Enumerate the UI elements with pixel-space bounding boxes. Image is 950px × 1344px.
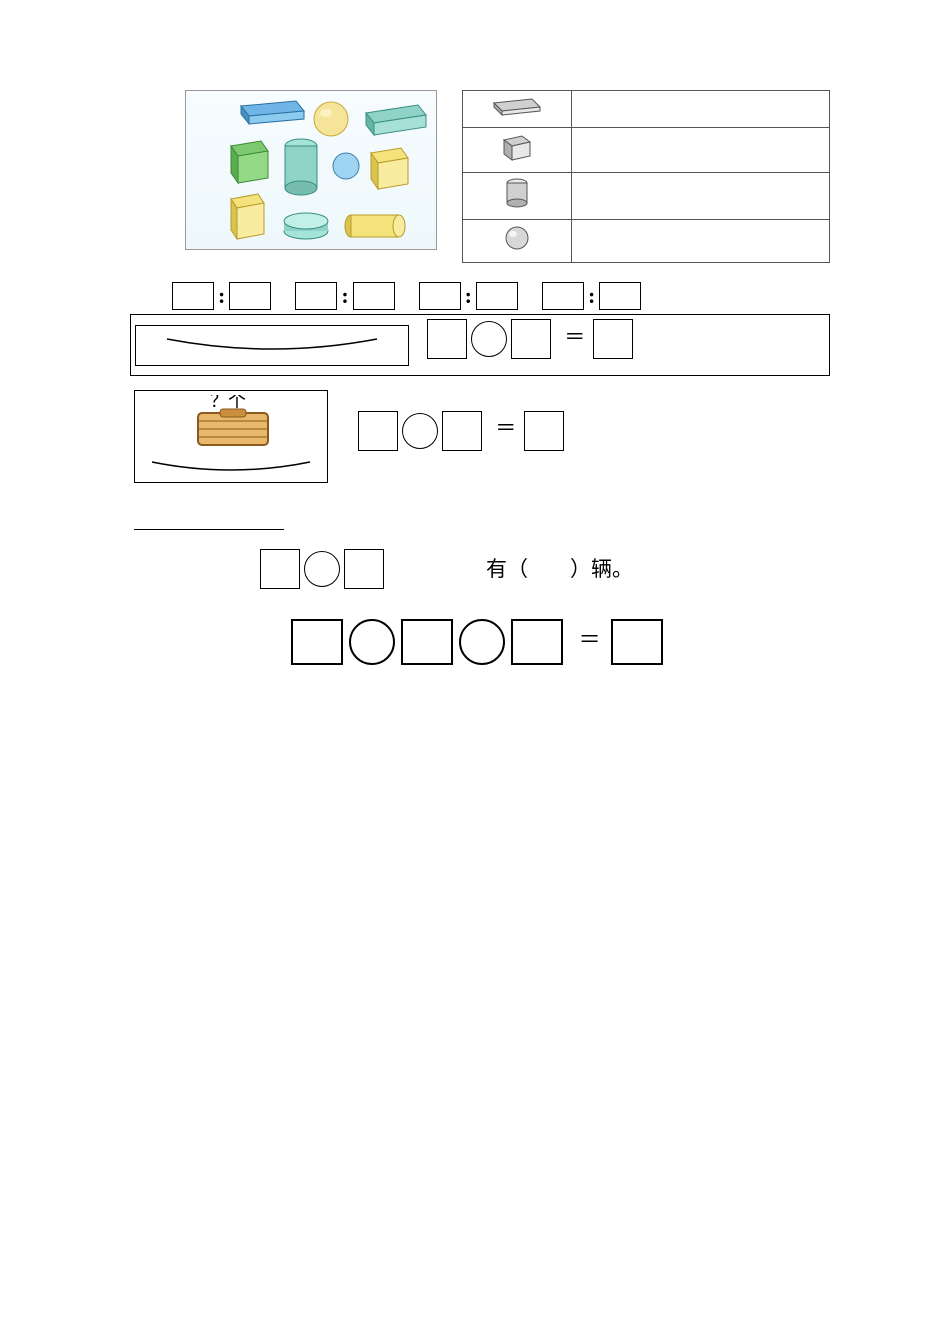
table-row [463, 173, 830, 220]
basket-icon: ？个 [190, 395, 276, 455]
p3-equation [260, 549, 384, 589]
car-icon [294, 497, 374, 539]
p1-box: ＝ [130, 314, 830, 376]
p4-equation: ＝ [130, 619, 830, 665]
blank-cuboid [572, 91, 830, 128]
blank-cylinder [572, 173, 830, 220]
time-box: : [295, 282, 394, 310]
time-box: : [419, 282, 518, 310]
p2-illustration: ？个 [134, 390, 328, 483]
blank-sphere [572, 220, 830, 263]
p2-equation: ＝ [358, 411, 820, 451]
car-icon [390, 545, 480, 593]
table-row [463, 220, 830, 263]
time-box: : [172, 282, 271, 310]
p1-illustration [135, 325, 409, 366]
q7-shapes-count [185, 90, 830, 263]
p2-box: ？个 ＝ [130, 386, 830, 487]
table-row [463, 128, 830, 173]
car-icon [140, 541, 250, 597]
shapes-illustration [185, 90, 437, 250]
blank-cube [572, 128, 830, 173]
p1-equation: ＝ [427, 319, 819, 359]
time-box: : [542, 282, 641, 310]
table-row [463, 91, 830, 128]
shape-count-table [462, 90, 830, 263]
